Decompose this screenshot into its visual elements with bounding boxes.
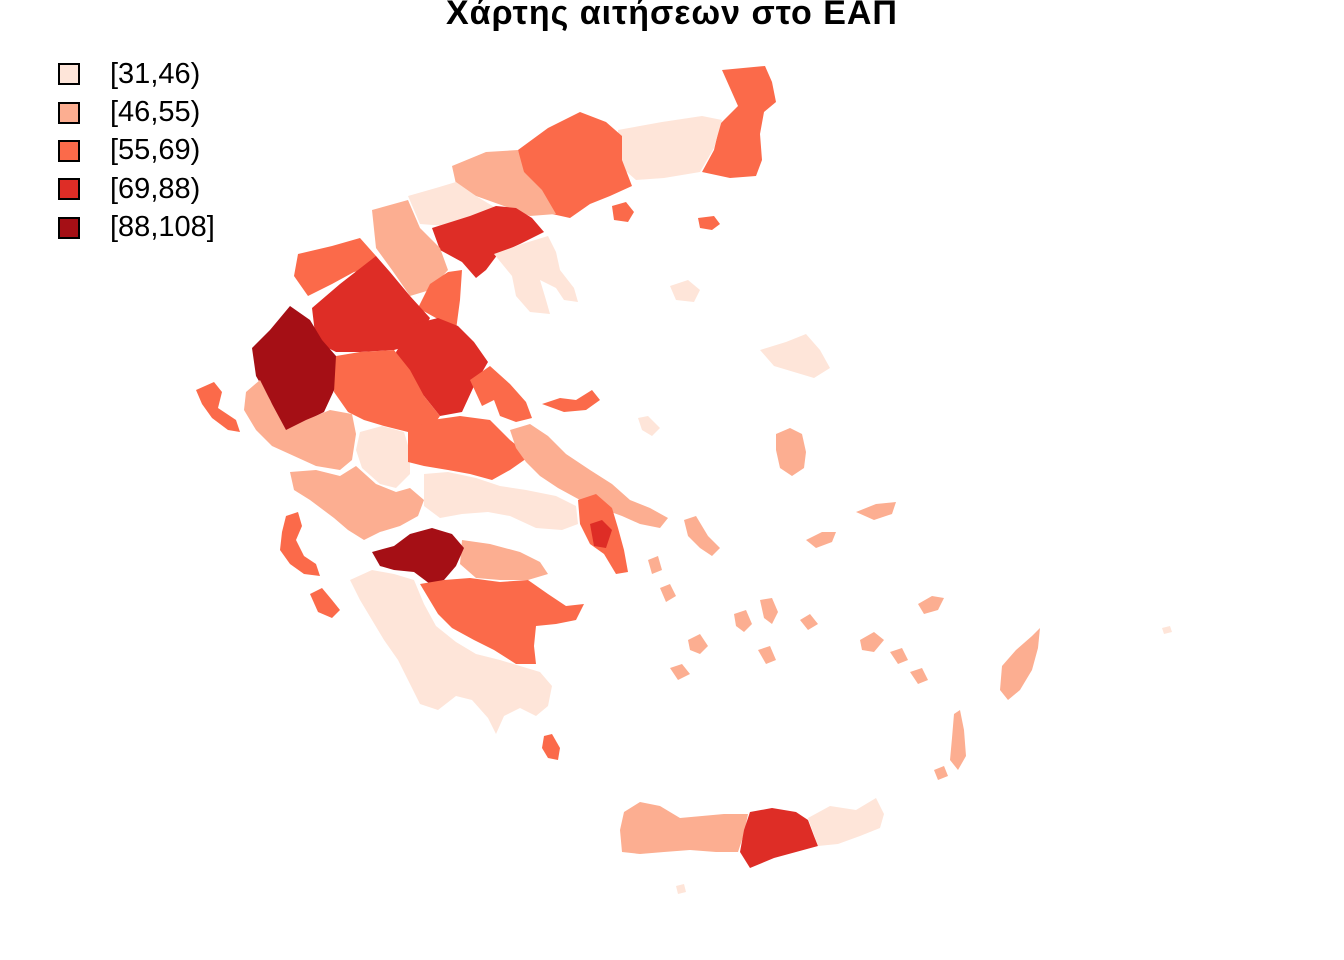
map-region xyxy=(290,466,424,540)
legend-swatch xyxy=(58,63,80,86)
map-region xyxy=(494,236,578,314)
legend-swatch xyxy=(58,139,80,162)
map-region xyxy=(760,598,778,624)
legend-item: [88,108] xyxy=(58,209,215,247)
map-region xyxy=(542,734,560,760)
map-region xyxy=(280,512,320,576)
map-region xyxy=(734,610,752,632)
map-region xyxy=(860,632,884,652)
map-region xyxy=(460,540,548,580)
legend: [31,46) [46,55) [55,69) [69,88) [88,108] xyxy=(58,55,215,247)
map-region xyxy=(808,798,884,846)
legend-label: [88,108] xyxy=(110,211,215,244)
map-region xyxy=(934,766,948,780)
legend-item: [31,46) xyxy=(58,55,215,93)
map-title: Χάρτης αιτήσεων στο ΕΑΠ xyxy=(446,0,898,32)
legend-item: [69,88) xyxy=(58,170,215,208)
map-region xyxy=(432,206,544,278)
map-region xyxy=(590,520,612,548)
legend-swatch xyxy=(58,178,80,201)
map-region xyxy=(638,416,660,436)
map-region xyxy=(312,256,430,352)
map-region xyxy=(890,648,908,664)
map-regions xyxy=(196,66,1172,894)
map-region xyxy=(612,202,634,222)
map-region xyxy=(760,334,830,378)
map-region xyxy=(684,516,720,556)
map-region xyxy=(910,668,928,684)
map-region xyxy=(676,884,686,894)
map-region xyxy=(408,416,530,480)
map-region xyxy=(776,428,806,476)
map-region xyxy=(618,116,722,180)
map-region xyxy=(702,66,776,178)
map-region xyxy=(372,528,464,584)
map-region xyxy=(856,502,896,520)
legend-item: [55,69) xyxy=(58,132,215,170)
map-region xyxy=(310,588,340,618)
map-region xyxy=(294,238,380,296)
map-region xyxy=(196,382,240,432)
map-region xyxy=(356,426,410,488)
map-region xyxy=(688,634,708,654)
map-region xyxy=(244,380,356,470)
map-region xyxy=(950,710,966,770)
map-region xyxy=(918,596,944,614)
map-region xyxy=(452,150,556,216)
map-region xyxy=(670,280,700,302)
map-region xyxy=(350,570,552,734)
map-region xyxy=(420,578,584,664)
map-region xyxy=(542,390,600,412)
map-region xyxy=(470,366,532,422)
legend-label: [31,46) xyxy=(110,57,201,90)
map-region xyxy=(418,270,462,330)
legend-swatch xyxy=(58,216,80,239)
map-region xyxy=(1000,628,1040,700)
map-region xyxy=(758,646,776,664)
map-region xyxy=(800,614,818,630)
map-region xyxy=(372,200,448,296)
map-region xyxy=(252,306,336,432)
map-region xyxy=(1162,626,1172,634)
map-region xyxy=(698,216,720,230)
legend-label: [46,55) xyxy=(110,96,201,129)
map-region xyxy=(740,808,818,868)
map-region xyxy=(510,424,668,528)
legend-item: [46,55) xyxy=(58,93,215,131)
legend-label: [69,88) xyxy=(110,172,201,205)
map-region xyxy=(518,112,632,218)
map-region xyxy=(660,584,676,602)
map-region xyxy=(806,532,836,548)
legend-label: [55,69) xyxy=(110,134,201,167)
map-region xyxy=(424,472,578,530)
legend-swatch xyxy=(58,101,80,124)
map-region xyxy=(334,350,440,436)
map-region xyxy=(620,802,748,854)
map-region xyxy=(670,664,690,680)
map-region xyxy=(648,556,662,574)
